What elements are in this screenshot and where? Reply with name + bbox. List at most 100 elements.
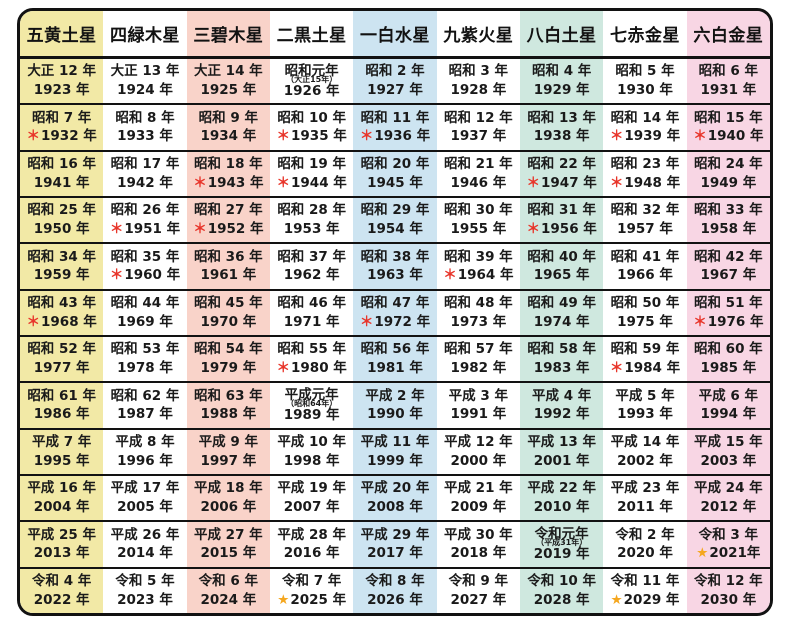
year-cell: 昭和 17 年 1942 年 bbox=[103, 151, 187, 196]
table-row: 昭和 61 年 1986 年昭和 62 年 1987 年昭和 63 年 1988 年平… bbox=[20, 383, 770, 430]
year-label: ＊ 1984 年 bbox=[609, 360, 681, 377]
year-label: 1927 年 bbox=[367, 82, 423, 99]
year-cell: 昭和 43 年 ＊ 1968 年 bbox=[20, 290, 104, 335]
era-label: 令和 5 年 bbox=[115, 572, 175, 589]
year-label: 2027 年 bbox=[450, 591, 507, 608]
era-label: 昭和 62 年 bbox=[110, 387, 180, 404]
year-cell: 平成 8 年 1996 年 bbox=[103, 429, 187, 474]
column-header: 七赤金星 bbox=[603, 11, 687, 56]
column-header: 三碧木星 bbox=[186, 11, 270, 56]
era-label: 昭和 5 年 bbox=[615, 63, 675, 80]
year-cell: 昭和 29 年 1954 年 bbox=[353, 197, 437, 243]
year-label: ＊ 1956 年 bbox=[526, 221, 597, 238]
year-cell: 平成 11 年 1999 年 bbox=[353, 429, 437, 474]
year-label: 2012 年 bbox=[700, 499, 757, 516]
year-label: 2018 年 bbox=[450, 545, 507, 562]
year-label: 1992 年 bbox=[533, 406, 590, 423]
asterisk-icon: ＊ bbox=[693, 128, 707, 145]
era-label: 昭和 2 年 bbox=[365, 63, 425, 80]
year-cell: 昭和 53 年 1978 年 bbox=[103, 336, 187, 382]
era-label: 令和 12 年 bbox=[693, 572, 763, 589]
year-label: 1985 年 bbox=[700, 360, 757, 377]
year-label: ＊ 1940 年 bbox=[693, 128, 764, 145]
year-label: 1990 年 bbox=[367, 406, 423, 423]
year-label: 1981 年 bbox=[367, 360, 423, 377]
year-label: 1962 年 bbox=[283, 267, 340, 284]
era-label: 大正 13 年 bbox=[110, 63, 180, 80]
era-label: 昭和 58 年 bbox=[527, 341, 596, 358]
year-cell: 昭和 21 年 1946 年 bbox=[436, 151, 520, 196]
column-header: 八白土星 bbox=[520, 11, 604, 56]
year-cell: 昭和 14 年 ＊ 1939 年 bbox=[603, 105, 687, 150]
year-label: 2004 年 bbox=[33, 499, 90, 516]
year-label: ＊ 1976 年 bbox=[693, 313, 764, 330]
era-label: 昭和 9 年 bbox=[198, 109, 258, 126]
era-label: 昭和 36 年 bbox=[193, 248, 263, 265]
year-cell: 平成 17 年 2005 年 bbox=[103, 475, 187, 521]
year-label: 1954 年 bbox=[367, 221, 423, 238]
era-label: 昭和 13 年 bbox=[527, 109, 596, 126]
year-label: 1991 年 bbox=[450, 406, 507, 423]
year-label: 1963 年 bbox=[367, 267, 423, 284]
year-cell: 平成 14 年 2002 年 bbox=[603, 429, 687, 474]
year-cell: 昭和 45 年 1970 年 bbox=[186, 290, 270, 335]
year-label: 2006 年 bbox=[200, 499, 257, 516]
asterisk-icon: ＊ bbox=[193, 221, 207, 238]
year-label: 1953 年 bbox=[283, 221, 340, 238]
era-label: 昭和 41 年 bbox=[610, 248, 680, 265]
era-label: 平成 21 年 bbox=[443, 480, 513, 497]
era-label: 平成 3 年 bbox=[448, 387, 508, 404]
year-cell: 平成 10 年 1998 年 bbox=[270, 429, 354, 474]
era-label: 昭和 15 年 bbox=[693, 109, 763, 126]
year-cell: 昭和 38 年 1963 年 bbox=[353, 244, 437, 289]
year-cell: 令和 11 年 ★ 2029 年 bbox=[603, 568, 687, 613]
year-label: 2020 年 bbox=[617, 545, 673, 562]
asterisk-icon: ＊ bbox=[26, 313, 41, 330]
year-cell: 平成 3 年 1991 年 bbox=[436, 383, 520, 428]
era-label: 平成 10 年 bbox=[277, 433, 346, 450]
table-row: 昭和 52 年 1977 年昭和 53 年 1978 年昭和 54 年 1979 年昭… bbox=[20, 336, 770, 384]
year-label: ＊ 1968 年 bbox=[26, 313, 97, 330]
year-label: ★ 2029 年 bbox=[610, 591, 680, 608]
year-label: 2002 年 bbox=[617, 452, 673, 469]
year-label: ＊ 1964 年 bbox=[443, 267, 514, 284]
era-label: 大正 12 年 bbox=[27, 63, 96, 80]
era-label: 令和 6 年 bbox=[198, 572, 258, 589]
year-cell: 昭和 34 年 1959 年 bbox=[20, 244, 104, 289]
era-label: 平成 12 年 bbox=[443, 433, 513, 450]
year-cell: 平成 5 年 1993 年 bbox=[603, 383, 687, 428]
year-label: 1955 年 bbox=[450, 221, 507, 238]
year-label: 2008 年 bbox=[367, 499, 423, 516]
year-label: ＊ 1947 年 bbox=[526, 174, 597, 191]
year-cell: 昭和 46 年 1971 年 bbox=[270, 290, 354, 335]
era-label: 昭和 45 年 bbox=[193, 294, 263, 311]
year-label: 2019 年 bbox=[533, 546, 590, 563]
year-label: ＊ 1980 年 bbox=[276, 360, 347, 377]
star-icon: ★ bbox=[696, 545, 709, 562]
year-label: 2003 年 bbox=[700, 452, 757, 469]
era-label: 令和 2 年 bbox=[615, 526, 675, 543]
year-cell: 平成 4 年 1992 年 bbox=[520, 383, 604, 428]
table-row: 昭和 25 年 1950 年 昭和 26 年 ＊ 1951 年昭和 27 年 ＊ 1952 … bbox=[20, 197, 770, 245]
year-label: 1986 年 bbox=[33, 406, 90, 423]
era-label: 昭和 21 年 bbox=[443, 155, 513, 172]
era-label: 昭和元年 bbox=[284, 62, 339, 79]
asterisk-icon: ＊ bbox=[526, 221, 541, 238]
year-label: 1937 年 bbox=[450, 128, 507, 145]
year-cell: 昭和 40 年 1965 年 bbox=[520, 244, 604, 289]
era-label: 令和元年 bbox=[534, 526, 589, 543]
year-cell: 昭和 12 年 1937 年 bbox=[436, 105, 520, 150]
year-label: 2007 年 bbox=[283, 499, 340, 516]
year-label: 1973 年 bbox=[450, 313, 507, 330]
year-label: 2028 年 bbox=[533, 591, 590, 608]
year-label: ＊ 1960 年 bbox=[109, 267, 181, 284]
year-cell: 昭和 11 年 ＊ 1936 年 bbox=[353, 105, 437, 150]
year-label: 1987 年 bbox=[117, 406, 173, 423]
year-label: 2016 年 bbox=[283, 545, 340, 562]
year-label: 1941 年 bbox=[33, 174, 90, 191]
year-cell: 昭和 5 年 1930 年 bbox=[603, 59, 687, 104]
table-row: 平成 16 年 2004 年平成 17 年 2005 年平成 18 年 2006 年平… bbox=[20, 475, 770, 523]
year-label: 2022 年 bbox=[33, 591, 90, 608]
year-cell: 昭和 15 年 ＊ 1940 年 bbox=[686, 105, 770, 150]
column-header: 四緑木星 bbox=[103, 11, 187, 56]
